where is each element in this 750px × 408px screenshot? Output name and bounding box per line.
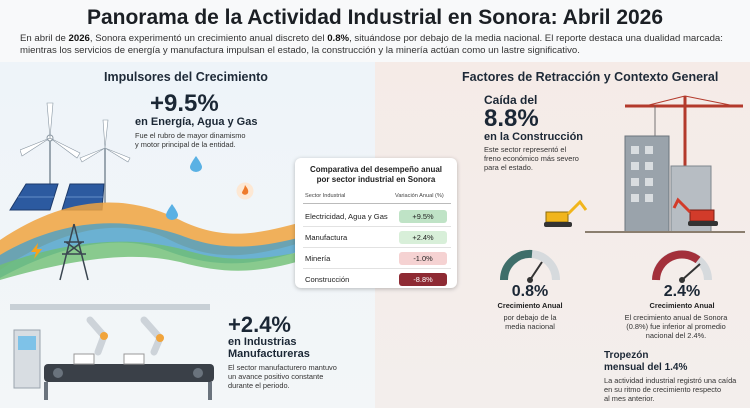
gauge-national-growth bbox=[652, 250, 712, 283]
manufacturing-note-line-1: El sector manufacturero mantuvo bbox=[228, 363, 337, 372]
manufacturing-note-line-2: un avance positivo constante bbox=[228, 372, 324, 381]
comparison-table-card: Comparativa del desempeño anual por secto… bbox=[295, 158, 457, 288]
gauge-state-value: 0.8% bbox=[511, 283, 549, 300]
intro-paragraph: En abril de 2026, Sonora experimentó un … bbox=[20, 33, 732, 57]
gauge-national-value: 2.4% bbox=[663, 283, 701, 300]
factory-robots-illustration bbox=[10, 304, 214, 400]
stumble-note-line-3: al mes anterior. bbox=[604, 394, 655, 403]
right-section-title: Factores de Retracción y Contexto Genera… bbox=[462, 70, 719, 84]
table-row: Electricidad, Agua y Gas +9.5% bbox=[303, 206, 451, 227]
intro-rate: 0.8% bbox=[327, 33, 350, 44]
stumble-title-line-1: Tropezón bbox=[604, 350, 649, 361]
table-title-line-1: Comparativa del desempeño anual bbox=[309, 165, 443, 174]
sector-name: Minería bbox=[305, 254, 331, 263]
gauge-national-note-line-3: nacional del 2.4%. bbox=[645, 331, 707, 340]
manufacturing-growth-value: +2.4% bbox=[228, 312, 291, 337]
left-section-title: Impulsores del Crecimiento bbox=[104, 70, 268, 84]
intro-year: 2026 bbox=[68, 33, 90, 44]
change-badge: +2.4% bbox=[399, 231, 447, 244]
gauge-state-label: Crecimiento Anual bbox=[497, 301, 563, 310]
water-drop-icon bbox=[190, 156, 202, 172]
stumble-note-line-2: en su ritmo de crecimiento respecto bbox=[604, 385, 722, 394]
wind-turbines-illustration bbox=[20, 102, 131, 203]
table-title-line-2: por sector industrial en Sonora bbox=[316, 175, 436, 184]
water-drop-icon bbox=[166, 204, 178, 220]
gauge-state-growth bbox=[499, 249, 560, 283]
gauge-state-note-line-2: media nacional bbox=[505, 322, 555, 331]
table-row: Minería -1.0% bbox=[303, 248, 451, 269]
change-badge: -1.0% bbox=[399, 252, 447, 265]
energy-growth-label: en Energía, Agua y Gas bbox=[135, 116, 258, 128]
column-header-sector: Sector Industrial bbox=[305, 193, 346, 199]
excavator-icon bbox=[544, 199, 588, 227]
intro-text-2: , Sonora experimentó un crecimiento anua… bbox=[89, 33, 328, 44]
energy-note-line-1: Fue el rubro de mayor dinamismo bbox=[135, 131, 246, 140]
construction-label: en la Construcción bbox=[484, 131, 584, 143]
construction-note-line-1: Este sector representó el bbox=[484, 145, 567, 154]
sector-name: Manufactura bbox=[305, 233, 348, 242]
construction-note-line-2: freno económico más severo bbox=[484, 154, 579, 163]
table-header: Sector Industrial Variación Anual (%) bbox=[303, 190, 451, 204]
sector-name: Construcción bbox=[305, 275, 350, 284]
header: Panorama de la Actividad Industrial en S… bbox=[0, 0, 750, 62]
table-title: Comparativa del desempeño anual por secto… bbox=[305, 165, 447, 185]
construction-scene-illustration bbox=[585, 95, 745, 233]
gauge-national-note-line-2: (0.8%) fue inferior al promedio bbox=[626, 322, 726, 331]
gauge-state-note-line-1: por debajo de la bbox=[503, 313, 557, 322]
sector-name: Electricidad, Agua y Gas bbox=[305, 212, 388, 221]
intro-text-3: , situándose por debajo de la media naci… bbox=[20, 33, 723, 56]
gauge-national-label: Crecimiento Anual bbox=[649, 301, 715, 310]
stumble-title-line-2: mensual del 1.4% bbox=[604, 362, 688, 373]
column-header-change: Variación Anual (%) bbox=[395, 193, 444, 199]
change-badge: +9.5% bbox=[399, 210, 447, 223]
intro-text-1: En abril de bbox=[20, 33, 69, 44]
energy-note-line-2: y motor principal de la entidad. bbox=[135, 140, 236, 149]
lightning-icon bbox=[31, 243, 42, 259]
energy-wave-illustration bbox=[0, 202, 310, 280]
manufacturing-note-line-3: durante el periodo. bbox=[228, 381, 290, 390]
table-row: Manufactura +2.4% bbox=[303, 227, 451, 248]
table-row: Construcción -8.8% bbox=[303, 269, 451, 290]
stumble-note-line-1: La actividad industrial registró una caí… bbox=[604, 376, 737, 385]
excavator-icon bbox=[672, 197, 718, 226]
flame-icon bbox=[236, 182, 254, 200]
manufacturing-label-line-2: Manufactureras bbox=[228, 348, 310, 360]
manufacturing-label-line-1: en Industrias bbox=[228, 336, 297, 348]
construction-pre-label: Caída del bbox=[484, 93, 538, 107]
construction-drop-value: 8.8% bbox=[484, 105, 539, 132]
gauge-national-note-line-1: El crecimiento anual de Sonora bbox=[624, 313, 728, 322]
page-title: Panorama de la Actividad Industrial en S… bbox=[86, 6, 664, 29]
energy-growth-value: +9.5% bbox=[150, 90, 219, 117]
change-badge: -8.8% bbox=[399, 273, 447, 286]
power-tower-icon bbox=[59, 223, 89, 281]
construction-note-line-3: para el estado. bbox=[484, 163, 533, 172]
